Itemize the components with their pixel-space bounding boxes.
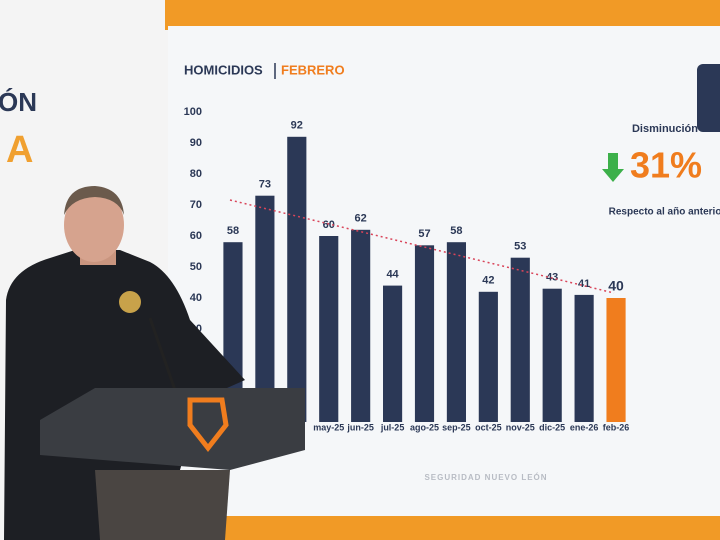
x-tick-label: ago-25 [410, 422, 439, 432]
bar [446, 242, 466, 422]
value-label: 57 [418, 228, 430, 240]
hair [64, 186, 124, 215]
bar [319, 236, 339, 422]
logo-badge [697, 64, 720, 132]
bar [574, 294, 594, 422]
value-label: 58 [450, 225, 462, 237]
value-label: 40 [608, 278, 624, 294]
head [64, 188, 124, 262]
microphone [148, 317, 177, 391]
chart-title: HOMICIDIOS [184, 62, 263, 77]
x-tick-label: nov-25 [506, 422, 535, 432]
x-tick-label: jun-25 [346, 422, 374, 432]
bar [351, 229, 371, 422]
value-label: 58 [227, 225, 239, 237]
y-tick-label: 80 [190, 168, 202, 180]
backdrop-text: ÓN [0, 87, 37, 117]
value-label: 60 [323, 219, 335, 231]
badge [119, 291, 141, 313]
value-label: 73 [259, 179, 271, 191]
y-tick-label: 90 [190, 137, 202, 149]
bar [510, 257, 530, 422]
value-label: 44 [386, 269, 399, 281]
bar [606, 298, 626, 422]
bar [383, 285, 403, 422]
y-tick-label: 60 [190, 230, 202, 242]
bar [287, 136, 307, 423]
backdrop-text: A [6, 129, 33, 171]
x-tick-label: may-25 [313, 422, 344, 432]
annotation-note: Respecto al año anterior [609, 207, 720, 218]
trend-line [229, 199, 615, 294]
value-label: 42 [482, 275, 494, 287]
podium [40, 388, 305, 540]
value-label: 92 [291, 120, 303, 132]
value-label: 53 [514, 241, 526, 253]
y-tick-label: 50 [190, 261, 202, 273]
bar [255, 195, 275, 422]
x-tick-label: ene-26 [570, 422, 599, 432]
y-tick-label: 100 [184, 106, 202, 118]
annotation-value: 31% [630, 145, 702, 186]
podium-top [40, 388, 305, 470]
screen-frame-top [165, 0, 720, 30]
annotation-label: Disminución [632, 123, 698, 135]
x-tick-label: feb-26 [603, 422, 630, 432]
bar [542, 288, 562, 422]
podium-logo [187, 397, 229, 453]
bar [414, 245, 435, 422]
chart-title-highlight: FEBRERO [281, 62, 345, 77]
bar [478, 291, 498, 422]
down-arrow [602, 153, 624, 182]
x-tick-label: jul-25 [380, 422, 405, 432]
y-tick-label: 70 [190, 199, 202, 211]
y-tick-label: 40 [190, 292, 202, 304]
x-tick-label: sep-25 [442, 422, 471, 432]
podium-stand [95, 470, 230, 540]
value-label: 41 [578, 278, 590, 290]
x-tick-label: oct-25 [475, 422, 502, 432]
footer: SEGURIDAD NUEVO LEÓN [424, 473, 547, 482]
value-label: 62 [355, 213, 367, 225]
x-tick-label: dic-25 [539, 422, 565, 432]
